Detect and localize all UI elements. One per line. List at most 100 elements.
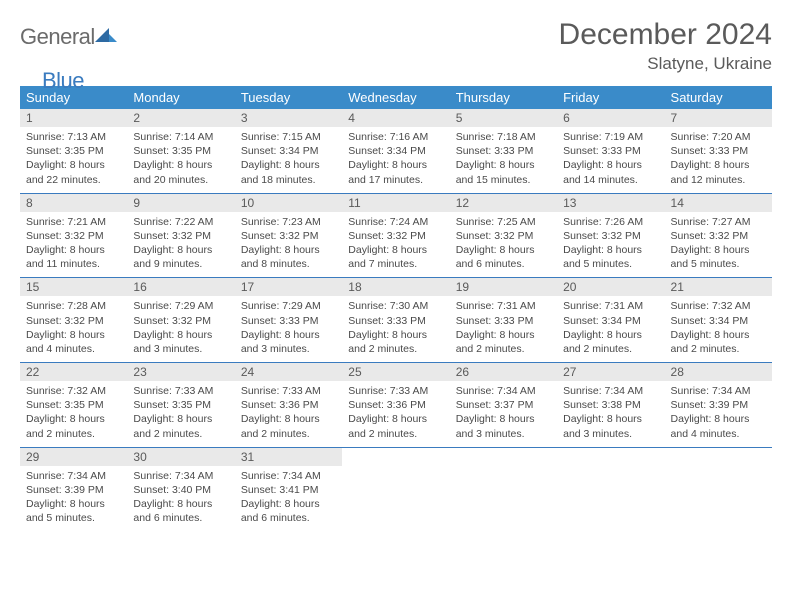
day-number-cell: 18 bbox=[342, 278, 449, 296]
day-d1: Daylight: 8 hours bbox=[348, 158, 443, 172]
day-d2: and 2 minutes. bbox=[241, 427, 336, 441]
day-info-cell bbox=[450, 466, 557, 532]
day-d1: Daylight: 8 hours bbox=[348, 412, 443, 426]
day-number-cell: 25 bbox=[342, 363, 449, 381]
day-number-cell: 26 bbox=[450, 363, 557, 381]
day-number-cell: 28 bbox=[665, 363, 772, 381]
day-d2: and 18 minutes. bbox=[241, 173, 336, 187]
day-number-cell: 22 bbox=[20, 363, 127, 381]
day-d1: Daylight: 8 hours bbox=[671, 328, 766, 342]
day-info-cell: Sunrise: 7:31 AMSunset: 3:34 PMDaylight:… bbox=[557, 296, 664, 362]
day-info-cell: Sunrise: 7:16 AMSunset: 3:34 PMDaylight:… bbox=[342, 127, 449, 193]
day-ss: Sunset: 3:32 PM bbox=[133, 229, 228, 243]
day-d1: Daylight: 8 hours bbox=[26, 497, 121, 511]
day-info-cell: Sunrise: 7:29 AMSunset: 3:32 PMDaylight:… bbox=[127, 296, 234, 362]
day-info-cell: Sunrise: 7:14 AMSunset: 3:35 PMDaylight:… bbox=[127, 127, 234, 193]
day-number-cell: 29 bbox=[20, 448, 127, 466]
day-number-cell: 24 bbox=[235, 363, 342, 381]
day-d1: Daylight: 8 hours bbox=[348, 328, 443, 342]
day-d2: and 2 minutes. bbox=[456, 342, 551, 356]
day-d1: Daylight: 8 hours bbox=[241, 243, 336, 257]
weekday-wednesday: Wednesday bbox=[342, 86, 449, 109]
day-d1: Daylight: 8 hours bbox=[26, 412, 121, 426]
day-d1: Daylight: 8 hours bbox=[241, 158, 336, 172]
day-number-row: 293031 bbox=[20, 448, 772, 466]
day-info-cell: Sunrise: 7:34 AMSunset: 3:39 PMDaylight:… bbox=[20, 466, 127, 532]
day-d2: and 3 minutes. bbox=[241, 342, 336, 356]
day-sr: Sunrise: 7:15 AM bbox=[241, 130, 336, 144]
weekday-saturday: Saturday bbox=[665, 86, 772, 109]
day-d2: and 12 minutes. bbox=[671, 173, 766, 187]
day-number-cell: 11 bbox=[342, 194, 449, 212]
day-sr: Sunrise: 7:22 AM bbox=[133, 215, 228, 229]
day-d2: and 3 minutes. bbox=[563, 427, 658, 441]
day-number-cell: 6 bbox=[557, 109, 664, 127]
weekday-friday: Friday bbox=[557, 86, 664, 109]
day-ss: Sunset: 3:35 PM bbox=[133, 144, 228, 158]
day-d2: and 6 minutes. bbox=[241, 511, 336, 525]
day-ss: Sunset: 3:35 PM bbox=[133, 398, 228, 412]
day-d2: and 6 minutes. bbox=[133, 511, 228, 525]
brand-logo: General bbox=[20, 24, 119, 50]
day-d1: Daylight: 8 hours bbox=[456, 243, 551, 257]
day-number-cell: 9 bbox=[127, 194, 234, 212]
day-ss: Sunset: 3:33 PM bbox=[456, 314, 551, 328]
calendar-table: Sunday Monday Tuesday Wednesday Thursday… bbox=[20, 86, 772, 531]
day-info-cell: Sunrise: 7:26 AMSunset: 3:32 PMDaylight:… bbox=[557, 212, 664, 278]
day-info-cell: Sunrise: 7:21 AMSunset: 3:32 PMDaylight:… bbox=[20, 212, 127, 278]
day-sr: Sunrise: 7:24 AM bbox=[348, 215, 443, 229]
day-sr: Sunrise: 7:34 AM bbox=[563, 384, 658, 398]
day-number-cell bbox=[665, 448, 772, 466]
day-ss: Sunset: 3:33 PM bbox=[456, 144, 551, 158]
day-d1: Daylight: 8 hours bbox=[133, 412, 228, 426]
day-info-row: Sunrise: 7:32 AMSunset: 3:35 PMDaylight:… bbox=[20, 381, 772, 447]
day-d1: Daylight: 8 hours bbox=[26, 328, 121, 342]
day-sr: Sunrise: 7:28 AM bbox=[26, 299, 121, 313]
day-number-cell: 4 bbox=[342, 109, 449, 127]
day-number-cell: 30 bbox=[127, 448, 234, 466]
day-info-cell: Sunrise: 7:30 AMSunset: 3:33 PMDaylight:… bbox=[342, 296, 449, 362]
day-info-cell: Sunrise: 7:23 AMSunset: 3:32 PMDaylight:… bbox=[235, 212, 342, 278]
day-ss: Sunset: 3:40 PM bbox=[133, 483, 228, 497]
day-number-row: 15161718192021 bbox=[20, 278, 772, 296]
day-sr: Sunrise: 7:25 AM bbox=[456, 215, 551, 229]
day-d2: and 2 minutes. bbox=[671, 342, 766, 356]
day-ss: Sunset: 3:34 PM bbox=[348, 144, 443, 158]
day-d2: and 3 minutes. bbox=[456, 427, 551, 441]
location-label: Slatyne, Ukraine bbox=[559, 54, 772, 74]
day-d1: Daylight: 8 hours bbox=[26, 243, 121, 257]
day-sr: Sunrise: 7:32 AM bbox=[671, 299, 766, 313]
day-d2: and 2 minutes. bbox=[26, 427, 121, 441]
day-d2: and 4 minutes. bbox=[671, 427, 766, 441]
day-d1: Daylight: 8 hours bbox=[563, 328, 658, 342]
day-sr: Sunrise: 7:14 AM bbox=[133, 130, 228, 144]
day-ss: Sunset: 3:34 PM bbox=[563, 314, 658, 328]
day-ss: Sunset: 3:34 PM bbox=[671, 314, 766, 328]
day-sr: Sunrise: 7:32 AM bbox=[26, 384, 121, 398]
day-ss: Sunset: 3:32 PM bbox=[671, 229, 766, 243]
day-number-cell: 3 bbox=[235, 109, 342, 127]
day-number-cell bbox=[557, 448, 664, 466]
day-d2: and 22 minutes. bbox=[26, 173, 121, 187]
day-number-cell: 10 bbox=[235, 194, 342, 212]
brand-triangle-icon bbox=[95, 26, 117, 49]
day-ss: Sunset: 3:32 PM bbox=[456, 229, 551, 243]
day-ss: Sunset: 3:32 PM bbox=[348, 229, 443, 243]
day-info-row: Sunrise: 7:28 AMSunset: 3:32 PMDaylight:… bbox=[20, 296, 772, 362]
day-sr: Sunrise: 7:34 AM bbox=[671, 384, 766, 398]
weekday-tuesday: Tuesday bbox=[235, 86, 342, 109]
day-number-cell: 13 bbox=[557, 194, 664, 212]
day-sr: Sunrise: 7:19 AM bbox=[563, 130, 658, 144]
day-d1: Daylight: 8 hours bbox=[563, 158, 658, 172]
day-d1: Daylight: 8 hours bbox=[26, 158, 121, 172]
day-sr: Sunrise: 7:30 AM bbox=[348, 299, 443, 313]
day-d1: Daylight: 8 hours bbox=[348, 243, 443, 257]
day-number-row: 891011121314 bbox=[20, 194, 772, 212]
day-info-cell: Sunrise: 7:25 AMSunset: 3:32 PMDaylight:… bbox=[450, 212, 557, 278]
day-ss: Sunset: 3:34 PM bbox=[241, 144, 336, 158]
day-d2: and 2 minutes. bbox=[348, 427, 443, 441]
day-sr: Sunrise: 7:33 AM bbox=[241, 384, 336, 398]
day-ss: Sunset: 3:32 PM bbox=[241, 229, 336, 243]
month-title: December 2024 bbox=[559, 18, 772, 52]
day-ss: Sunset: 3:36 PM bbox=[241, 398, 336, 412]
